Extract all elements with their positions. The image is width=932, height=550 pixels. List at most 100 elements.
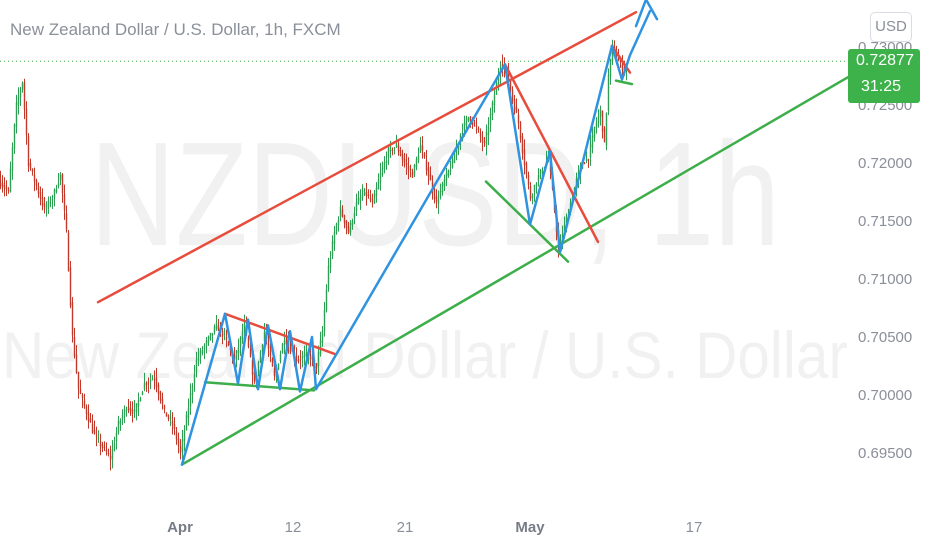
candle-body xyxy=(261,344,264,353)
candle-body xyxy=(443,179,446,187)
candle-body xyxy=(411,171,414,178)
candle-body xyxy=(459,134,462,142)
candle-body xyxy=(41,197,44,206)
candle-body xyxy=(77,371,80,390)
candle-body xyxy=(337,219,340,225)
candle-body xyxy=(141,391,144,395)
candle-body xyxy=(353,212,356,219)
candle-body xyxy=(465,118,468,126)
candle-body xyxy=(531,195,534,198)
candle-body xyxy=(361,194,364,198)
candle-body xyxy=(621,64,624,71)
candle-body xyxy=(533,185,536,192)
candle-body xyxy=(323,309,326,332)
candle-body xyxy=(347,226,350,234)
candle-body xyxy=(341,209,344,217)
candle-body xyxy=(185,414,188,430)
y-tick-label: 0.71000 xyxy=(858,271,912,288)
red-trendline[interactable] xyxy=(223,312,338,356)
candle-body xyxy=(31,168,34,172)
green-trendline[interactable] xyxy=(484,180,570,263)
candle-body xyxy=(513,99,516,111)
x-tick-label: Apr xyxy=(167,519,193,536)
candle-body xyxy=(91,424,94,433)
candle-body xyxy=(373,193,376,204)
candle-body xyxy=(395,143,398,148)
candle-body xyxy=(427,167,430,177)
x-tick-label: May xyxy=(515,519,545,536)
wave-path[interactable] xyxy=(180,9,652,466)
candle-body xyxy=(15,102,18,127)
candle-body xyxy=(321,330,324,343)
candle-body xyxy=(203,345,206,350)
drawing-layer xyxy=(96,0,850,466)
candle-body xyxy=(159,391,162,401)
candle-body xyxy=(69,267,72,306)
candle-body xyxy=(421,145,424,151)
candle-body xyxy=(17,96,20,105)
candle-body xyxy=(439,191,442,198)
candle-body xyxy=(377,180,380,190)
channel-bottom-line[interactable] xyxy=(180,75,850,466)
candle-body xyxy=(47,200,50,207)
candle-body xyxy=(89,418,92,423)
candle-body xyxy=(247,337,250,348)
candle-body xyxy=(29,163,32,169)
candle-body xyxy=(389,146,392,152)
candle-body xyxy=(387,148,390,158)
time-axis[interactable]: Apr 12 21 May 17 xyxy=(167,519,702,536)
candle-body xyxy=(537,175,540,181)
candle-body xyxy=(349,222,352,233)
candle-body xyxy=(357,198,360,204)
candle-body xyxy=(449,169,452,172)
candle-body xyxy=(223,333,226,335)
candle-body xyxy=(45,206,48,210)
candle-body xyxy=(157,384,160,395)
candle-body xyxy=(601,110,604,132)
candle-body xyxy=(129,408,132,412)
candle-body xyxy=(81,395,84,399)
candle-body xyxy=(269,349,272,356)
candle-body xyxy=(355,201,358,211)
candle-body xyxy=(173,424,176,430)
candle-body xyxy=(187,407,190,419)
candle-body xyxy=(351,220,354,226)
candle-body xyxy=(161,398,164,405)
x-tick-label: 21 xyxy=(397,519,414,536)
currency-button[interactable]: USD xyxy=(870,12,912,42)
candle-body xyxy=(325,289,328,310)
candle-body xyxy=(329,257,332,268)
candle-body xyxy=(37,186,40,194)
candle-body xyxy=(65,213,68,230)
candle-body xyxy=(0,180,2,187)
candle-body xyxy=(209,332,212,340)
green-trendline[interactable] xyxy=(614,79,634,86)
candle-body xyxy=(9,168,12,192)
candle-body xyxy=(619,61,622,63)
candle-body xyxy=(419,144,422,153)
candle-body xyxy=(279,354,282,362)
candle-body xyxy=(403,158,406,163)
candle-body xyxy=(593,127,596,138)
candle-body xyxy=(539,169,542,177)
channel-top-line[interactable] xyxy=(96,10,638,304)
candle-body xyxy=(13,124,16,149)
candle-body xyxy=(475,125,478,127)
candle-body xyxy=(125,409,128,411)
candle-body xyxy=(259,352,262,363)
candle-body xyxy=(39,192,42,199)
candle-body xyxy=(181,438,184,453)
candle-body xyxy=(99,441,102,447)
candle-body xyxy=(489,113,492,126)
candle-body xyxy=(239,337,242,347)
candle-body xyxy=(79,389,82,395)
candle-body xyxy=(599,109,602,117)
candle-body xyxy=(1,182,4,188)
wave-arrowhead xyxy=(634,0,659,28)
candle-body xyxy=(345,221,348,228)
candle-body xyxy=(137,400,140,407)
candle-body xyxy=(315,363,318,369)
candle-body xyxy=(485,132,488,146)
red-trendline[interactable] xyxy=(503,63,600,244)
